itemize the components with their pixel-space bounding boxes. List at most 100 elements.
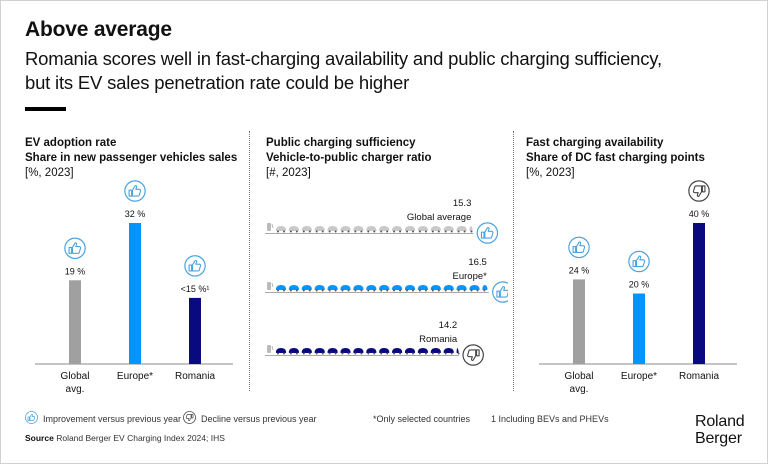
car-icon [340, 348, 351, 353]
page-subtitle: Romania scores well in fast-charging ava… [25, 48, 662, 93]
car-icon [366, 285, 377, 290]
bar-value-label: 32 % [125, 209, 146, 219]
fast-charging-chart: 24 % Global avg. 20 % Europe* 40 % Romania [539, 180, 737, 395]
pictogram-row-2: 14.2 Romania [265, 320, 460, 356]
bar-0 [69, 280, 81, 364]
thumbs-up-icon [628, 250, 650, 273]
source-line: Source Roland Berger EV Charging Index 2… [25, 433, 225, 443]
thumbs-down-icon [183, 411, 196, 426]
panel-title: Fast charging availability [526, 137, 664, 149]
accent-rule [25, 107, 66, 111]
footnote-1: 1 Including BEVs and PHEVs [491, 414, 609, 424]
bar-value-label: 40 % [689, 209, 710, 219]
panel-subtitle: Share of DC fast charging points [526, 152, 705, 164]
thumbs-up-icon [476, 222, 499, 244]
charger-icon [267, 345, 271, 353]
car-icon [366, 348, 377, 353]
bar-value-label: 20 % [629, 280, 650, 290]
category-label: Romania [175, 371, 215, 382]
panel-unit: [%, 2023] [25, 167, 74, 179]
panel-divider [513, 131, 514, 391]
car-icon [276, 285, 286, 290]
bar-2 [189, 297, 201, 364]
car-icon [379, 348, 390, 353]
panel-divider [249, 131, 250, 391]
charging-sufficiency-chart: 15.3 Global average 16.5 Europe* 14.2 Romania [265, 198, 508, 366]
panel-title: Public charging sufficiency [266, 137, 416, 149]
car-icon [288, 226, 299, 231]
car-icon [314, 285, 325, 290]
pictogram-row-1: 16.5 Europe* [265, 257, 489, 293]
thumbs-up-icon [64, 237, 86, 260]
panel-subtitle: Share in new passenger vehicles sales [25, 152, 238, 164]
source-label: Source [25, 433, 54, 443]
car-icon [392, 285, 403, 290]
car-icon [392, 226, 403, 231]
bar-value-label: 19 % [65, 266, 86, 276]
legend-decline-label: Decline versus previous year [201, 413, 317, 424]
car-icon [327, 285, 338, 290]
car-icon [392, 348, 403, 353]
car-icon [276, 226, 286, 231]
category-label: Romania [679, 371, 719, 382]
bar-value-label: 24 % [569, 265, 590, 275]
car-icon [327, 348, 338, 353]
panel-unit: [#, 2023] [266, 167, 311, 179]
panel-title: EV adoption rate [25, 137, 117, 149]
car-icon [430, 285, 441, 290]
car-icon [314, 226, 325, 231]
row-value-label: 14.2 [439, 320, 458, 331]
bar-0 [573, 279, 585, 364]
car-icon [456, 348, 459, 353]
car-icon [301, 348, 312, 353]
car-icon [405, 348, 415, 353]
car-icon [340, 285, 351, 290]
thumbs-up-icon [184, 255, 206, 277]
pictogram-row-0: 15.3 Global average [265, 198, 474, 234]
ev-adoption-chart: 19 % Global avg. 32 % Europe* <15 %¹ Romania [35, 180, 233, 395]
page-title: Above average [25, 18, 172, 41]
row-category-label: Global average [407, 212, 471, 223]
thumbs-up-icon [25, 411, 38, 426]
panel-unit: [%, 2023] [526, 167, 575, 179]
car-icon [469, 226, 473, 231]
car-icon [379, 226, 390, 231]
car-icon [430, 226, 441, 231]
car-icon [405, 226, 415, 231]
panel-ev-adoption-heading: EV adoption rate Share in new passenger … [25, 136, 237, 181]
car-icon [301, 226, 312, 231]
car-icon [340, 226, 351, 231]
car-icon [417, 285, 428, 290]
thumbs-down-icon [688, 180, 710, 202]
car-icon [379, 285, 390, 290]
bar-1 [633, 293, 645, 364]
car-icon [314, 348, 325, 353]
roland-berger-logo: Roland Berger [695, 413, 745, 447]
category-label: Global avg. [565, 371, 594, 395]
car-icon [288, 285, 299, 290]
category-label: Europe* [117, 371, 153, 382]
panel-charging-sufficiency-heading: Public charging sufficiency Vehicle-to-p… [266, 136, 432, 181]
row-category-label: Romania [419, 334, 458, 345]
category-label: Global avg. [61, 371, 90, 395]
car-icon [443, 285, 454, 290]
legend-decline: Decline versus previous year [183, 411, 317, 426]
row-category-label: Europe* [453, 271, 488, 282]
row-value-label: 15.3 [453, 198, 472, 209]
logo-line-2: Berger [695, 430, 742, 447]
car-icon [366, 226, 377, 231]
logo-line-1: Roland [695, 413, 745, 430]
car-icon [443, 348, 454, 353]
car-icon [327, 226, 338, 231]
panel-subtitle: Vehicle-to-public charger ratio [266, 152, 432, 164]
car-icon [417, 226, 428, 231]
panel-fast-charging-heading: Fast charging availability Share of DC f… [526, 136, 705, 181]
car-icon [353, 285, 364, 290]
charger-icon [267, 223, 271, 231]
car-icon [405, 285, 415, 290]
thumbs-up-icon [124, 180, 146, 202]
car-icon [430, 348, 441, 353]
car-icon [443, 226, 454, 231]
car-icon [456, 226, 467, 231]
